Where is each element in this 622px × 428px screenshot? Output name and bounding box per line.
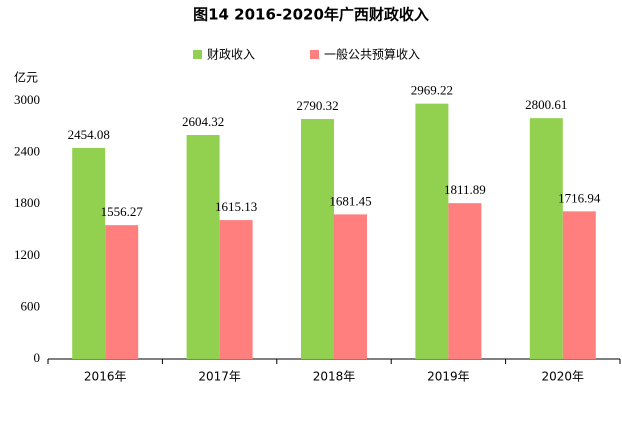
y-tick-label: 3000: [14, 92, 40, 107]
x-tick-label: 2019年: [427, 370, 470, 384]
y-tick-label: 2400: [14, 144, 40, 159]
bar: [415, 103, 449, 359]
legend-swatch: [193, 50, 202, 59]
legend-label: 一般公共预算收入: [324, 47, 420, 62]
data-label: 1556.27: [101, 204, 144, 219]
data-label: 1716.94: [558, 190, 601, 205]
data-label: 1681.45: [329, 193, 371, 208]
bar: [219, 220, 253, 359]
legend-label: 财政收入: [207, 48, 255, 62]
bar: [529, 118, 563, 359]
data-label: 2790.32: [296, 98, 338, 113]
legend-swatch: [310, 50, 319, 59]
y-axis-label: 亿元: [14, 70, 38, 85]
data-label: 2800.61: [525, 97, 567, 112]
data-label: 2969.22: [411, 83, 453, 98]
data-label: 2454.08: [68, 127, 110, 142]
chart-title: 图14 2016-2020年广西财政收入: [193, 6, 429, 24]
data-label: 1615.13: [215, 199, 257, 214]
bar: [448, 203, 482, 359]
x-tick-label: 2020年: [542, 370, 585, 384]
data-label: 1811.89: [444, 182, 486, 197]
x-tick-label: 2018年: [313, 370, 356, 384]
y-tick-label: 1800: [14, 195, 40, 210]
bar: [186, 135, 220, 359]
y-tick-label: 0: [34, 350, 41, 365]
y-tick-label: 600: [21, 298, 41, 313]
bar: [334, 214, 367, 359]
bar: [562, 211, 596, 359]
x-tick-label: 2016年: [84, 370, 127, 384]
bar: [72, 147, 106, 359]
data-label: 2604.32: [182, 114, 224, 129]
x-tick-label: 2017年: [198, 370, 241, 384]
bar: [301, 119, 334, 360]
bar: [105, 225, 139, 359]
y-tick-label: 1200: [14, 247, 40, 262]
